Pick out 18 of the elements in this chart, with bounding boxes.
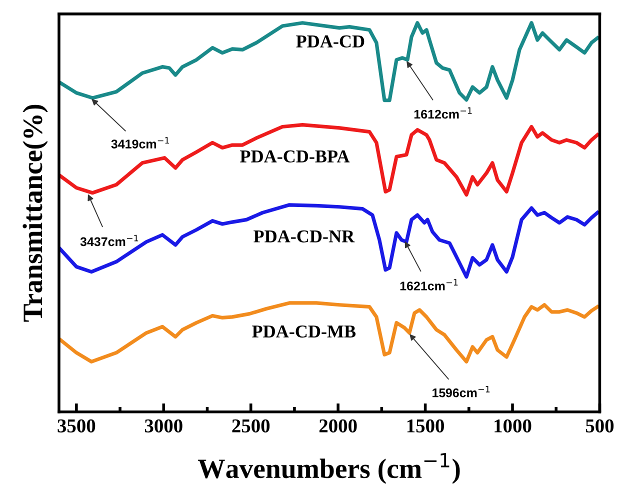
series-label: PDA-CD xyxy=(296,35,364,48)
x-tick-label: 1000 xyxy=(494,419,532,432)
x-tick-label: 2000 xyxy=(319,419,357,432)
annotation: 1612cm$^{−1}$ xyxy=(414,107,472,119)
series-label: PDA-CD-BPA xyxy=(240,150,350,163)
y-axis-title: Transmittance(%) xyxy=(22,104,48,322)
annotation: 1621cm$^{−1}$ xyxy=(400,279,458,290)
annotation: 3437cm$^{−1}$ xyxy=(80,234,138,246)
annotation: 3419cm$^{−1}$ xyxy=(111,137,170,148)
annotation: 1596cm$^{−1}$ xyxy=(432,386,490,398)
series-label: PDA-CD-MB xyxy=(252,325,356,338)
x-axis-title: Wavenumbers (cm$^{−1}$) xyxy=(198,453,460,484)
x-tick-label: 500 xyxy=(586,419,614,432)
series-label: PDA-CD-NR xyxy=(254,230,355,242)
x-tick-label: 2500 xyxy=(232,419,270,432)
x-tick-label: 3000 xyxy=(144,419,182,432)
x-tick-label: 1500 xyxy=(407,419,444,432)
x-tick-label: 3500 xyxy=(58,419,96,432)
